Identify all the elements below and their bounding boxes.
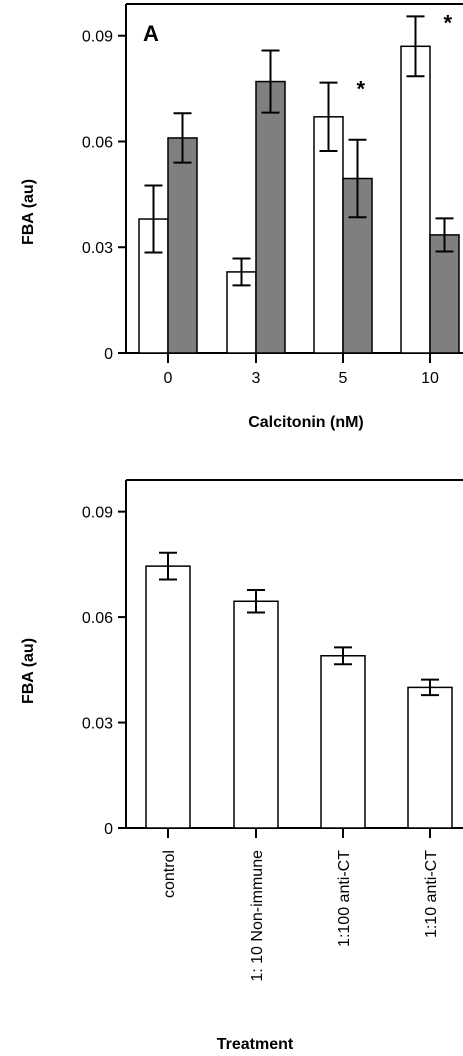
x-tick-label: 1:10 anti-CT — [423, 850, 440, 938]
y-tick-label: 0.06 — [82, 610, 113, 627]
bar — [167, 137, 198, 354]
y-tick-label: 0 — [104, 821, 113, 838]
panel-a-x-axis: 0 3 5 10 — [164, 353, 439, 387]
panel-b-chart: 0 0.03 0.06 0.09 control 1: 10 Non-immune 1:1… — [20, 479, 463, 1053]
x-tick-label: 3 — [252, 370, 261, 387]
y-tick-label: 0 — [104, 346, 113, 363]
bar — [255, 80, 286, 354]
bar — [313, 116, 344, 354]
bar — [320, 655, 366, 829]
bar — [429, 234, 460, 354]
x-tick-label: 10 — [421, 370, 439, 387]
panel-a-x-axis-title: Calcitonin (nM) — [248, 414, 364, 431]
panel-a-letter: A — [143, 21, 159, 46]
bar — [145, 565, 191, 829]
panel-a-y-axis-title: FBA (au) — [20, 179, 37, 245]
y-tick-label: 0.09 — [82, 29, 113, 46]
panel-b-y-axis: 0 0.03 0.06 0.09 — [82, 505, 126, 838]
panel-b-x-axis: control 1: 10 Non-immune 1:100 anti-CT 1:10… — [161, 828, 440, 982]
y-tick-label: 0.09 — [82, 505, 113, 522]
x-tick-label: 5 — [339, 370, 348, 387]
y-tick-label: 0.03 — [82, 240, 113, 257]
x-tick-label: control — [161, 850, 178, 898]
panel-a-plot-area: ** — [125, 3, 463, 354]
x-tick-label: 0 — [164, 370, 173, 387]
x-tick-label: 1: 10 Non-immune — [249, 850, 266, 982]
x-tick-label: 1:100 anti-CT — [336, 850, 353, 947]
panel-b-y-axis-title: FBA (au) — [20, 638, 37, 704]
significance-star: * — [357, 77, 366, 102]
panel-b-x-axis-title: Treatment — [217, 1036, 294, 1053]
significance-star: * — [444, 10, 453, 35]
panel-a-chart: ** 00.030.060.09 0 3 5 10 A Calcitonin (nM)… — [20, 3, 463, 431]
bar — [233, 600, 279, 829]
panel-b-plot-area — [125, 479, 463, 829]
bar — [407, 686, 453, 829]
y-tick-label: 0.03 — [82, 716, 113, 733]
y-tick-label: 0.06 — [82, 134, 113, 151]
panel-a-y-axis: 0 0.03 0.06 0.09 — [82, 29, 126, 363]
bar — [400, 45, 431, 354]
